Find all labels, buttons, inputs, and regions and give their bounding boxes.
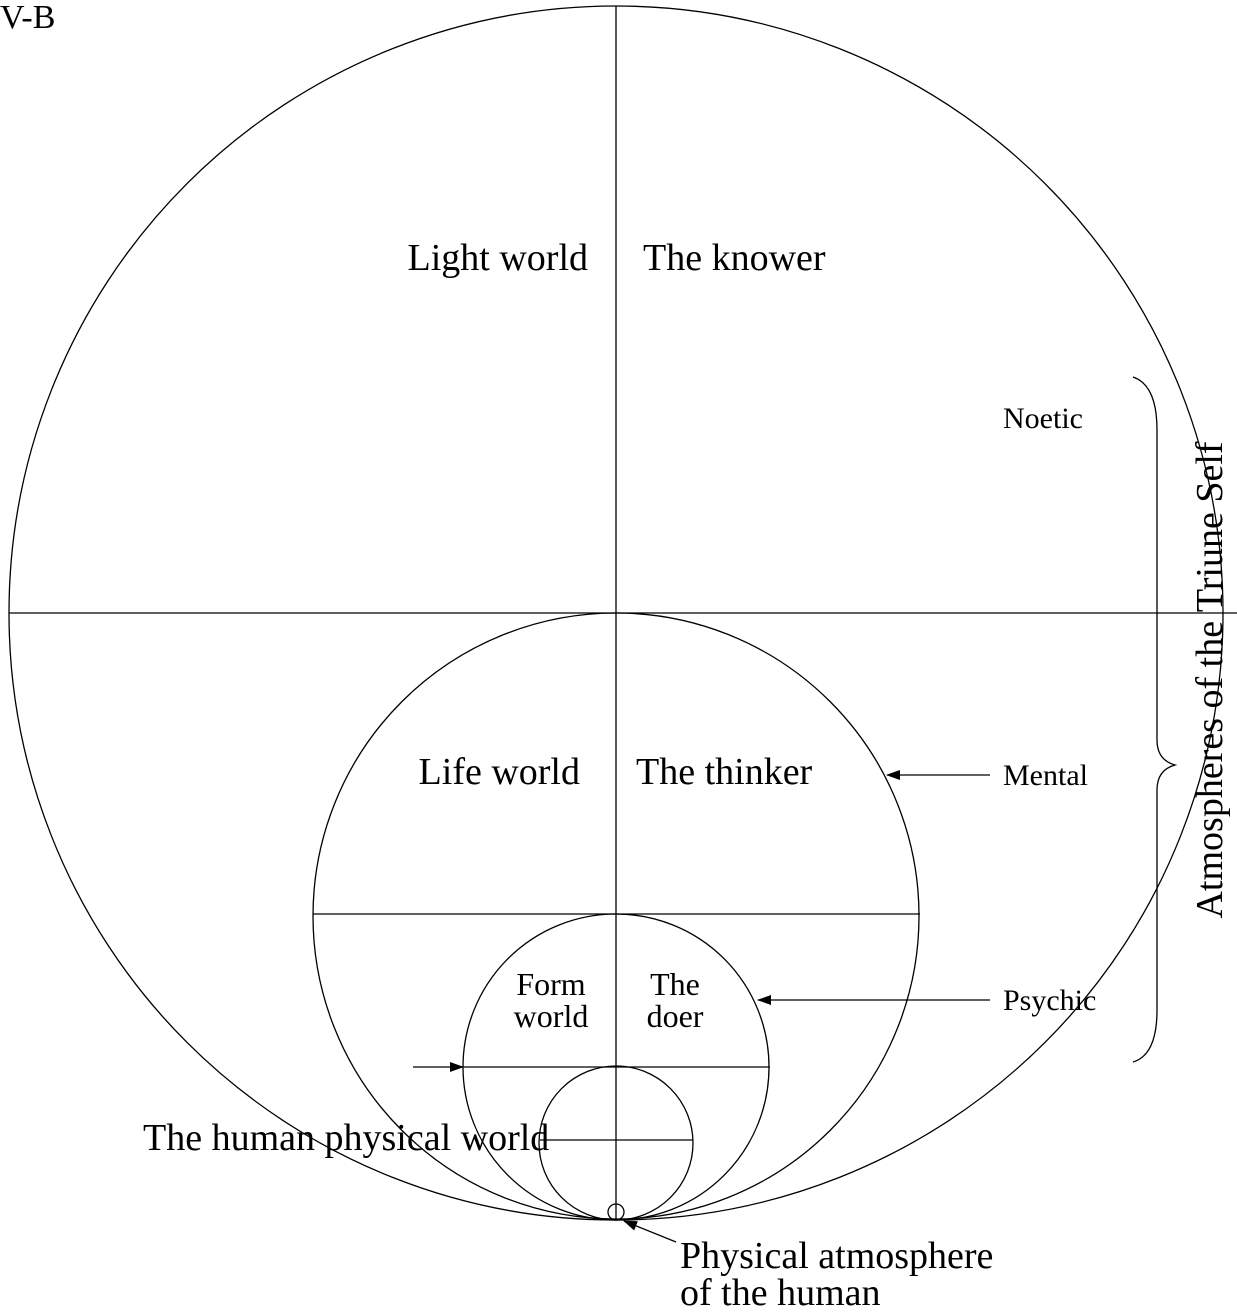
label: Life world xyxy=(419,751,580,793)
physical-atmosphere-arrow xyxy=(623,1220,677,1243)
label: Noetic xyxy=(1003,402,1083,435)
figure-id: V-B xyxy=(0,0,55,36)
label: Physical atmosphere xyxy=(680,1235,993,1277)
label: Psychic xyxy=(1003,984,1096,1017)
label: The xyxy=(650,966,700,1002)
label: of the human xyxy=(680,1272,881,1314)
label: The human physical world xyxy=(143,1117,549,1159)
label: The knower xyxy=(643,237,826,279)
label: Atmospheres of the Triune Self xyxy=(1189,441,1231,918)
brace xyxy=(1132,376,1178,1063)
label: The thinker xyxy=(636,751,813,793)
label: doer xyxy=(647,998,704,1034)
label: world xyxy=(514,998,589,1034)
label: Form xyxy=(516,966,585,1002)
label: Mental xyxy=(1003,759,1088,792)
geometry xyxy=(8,5,1237,1243)
label: Light world xyxy=(408,237,588,279)
